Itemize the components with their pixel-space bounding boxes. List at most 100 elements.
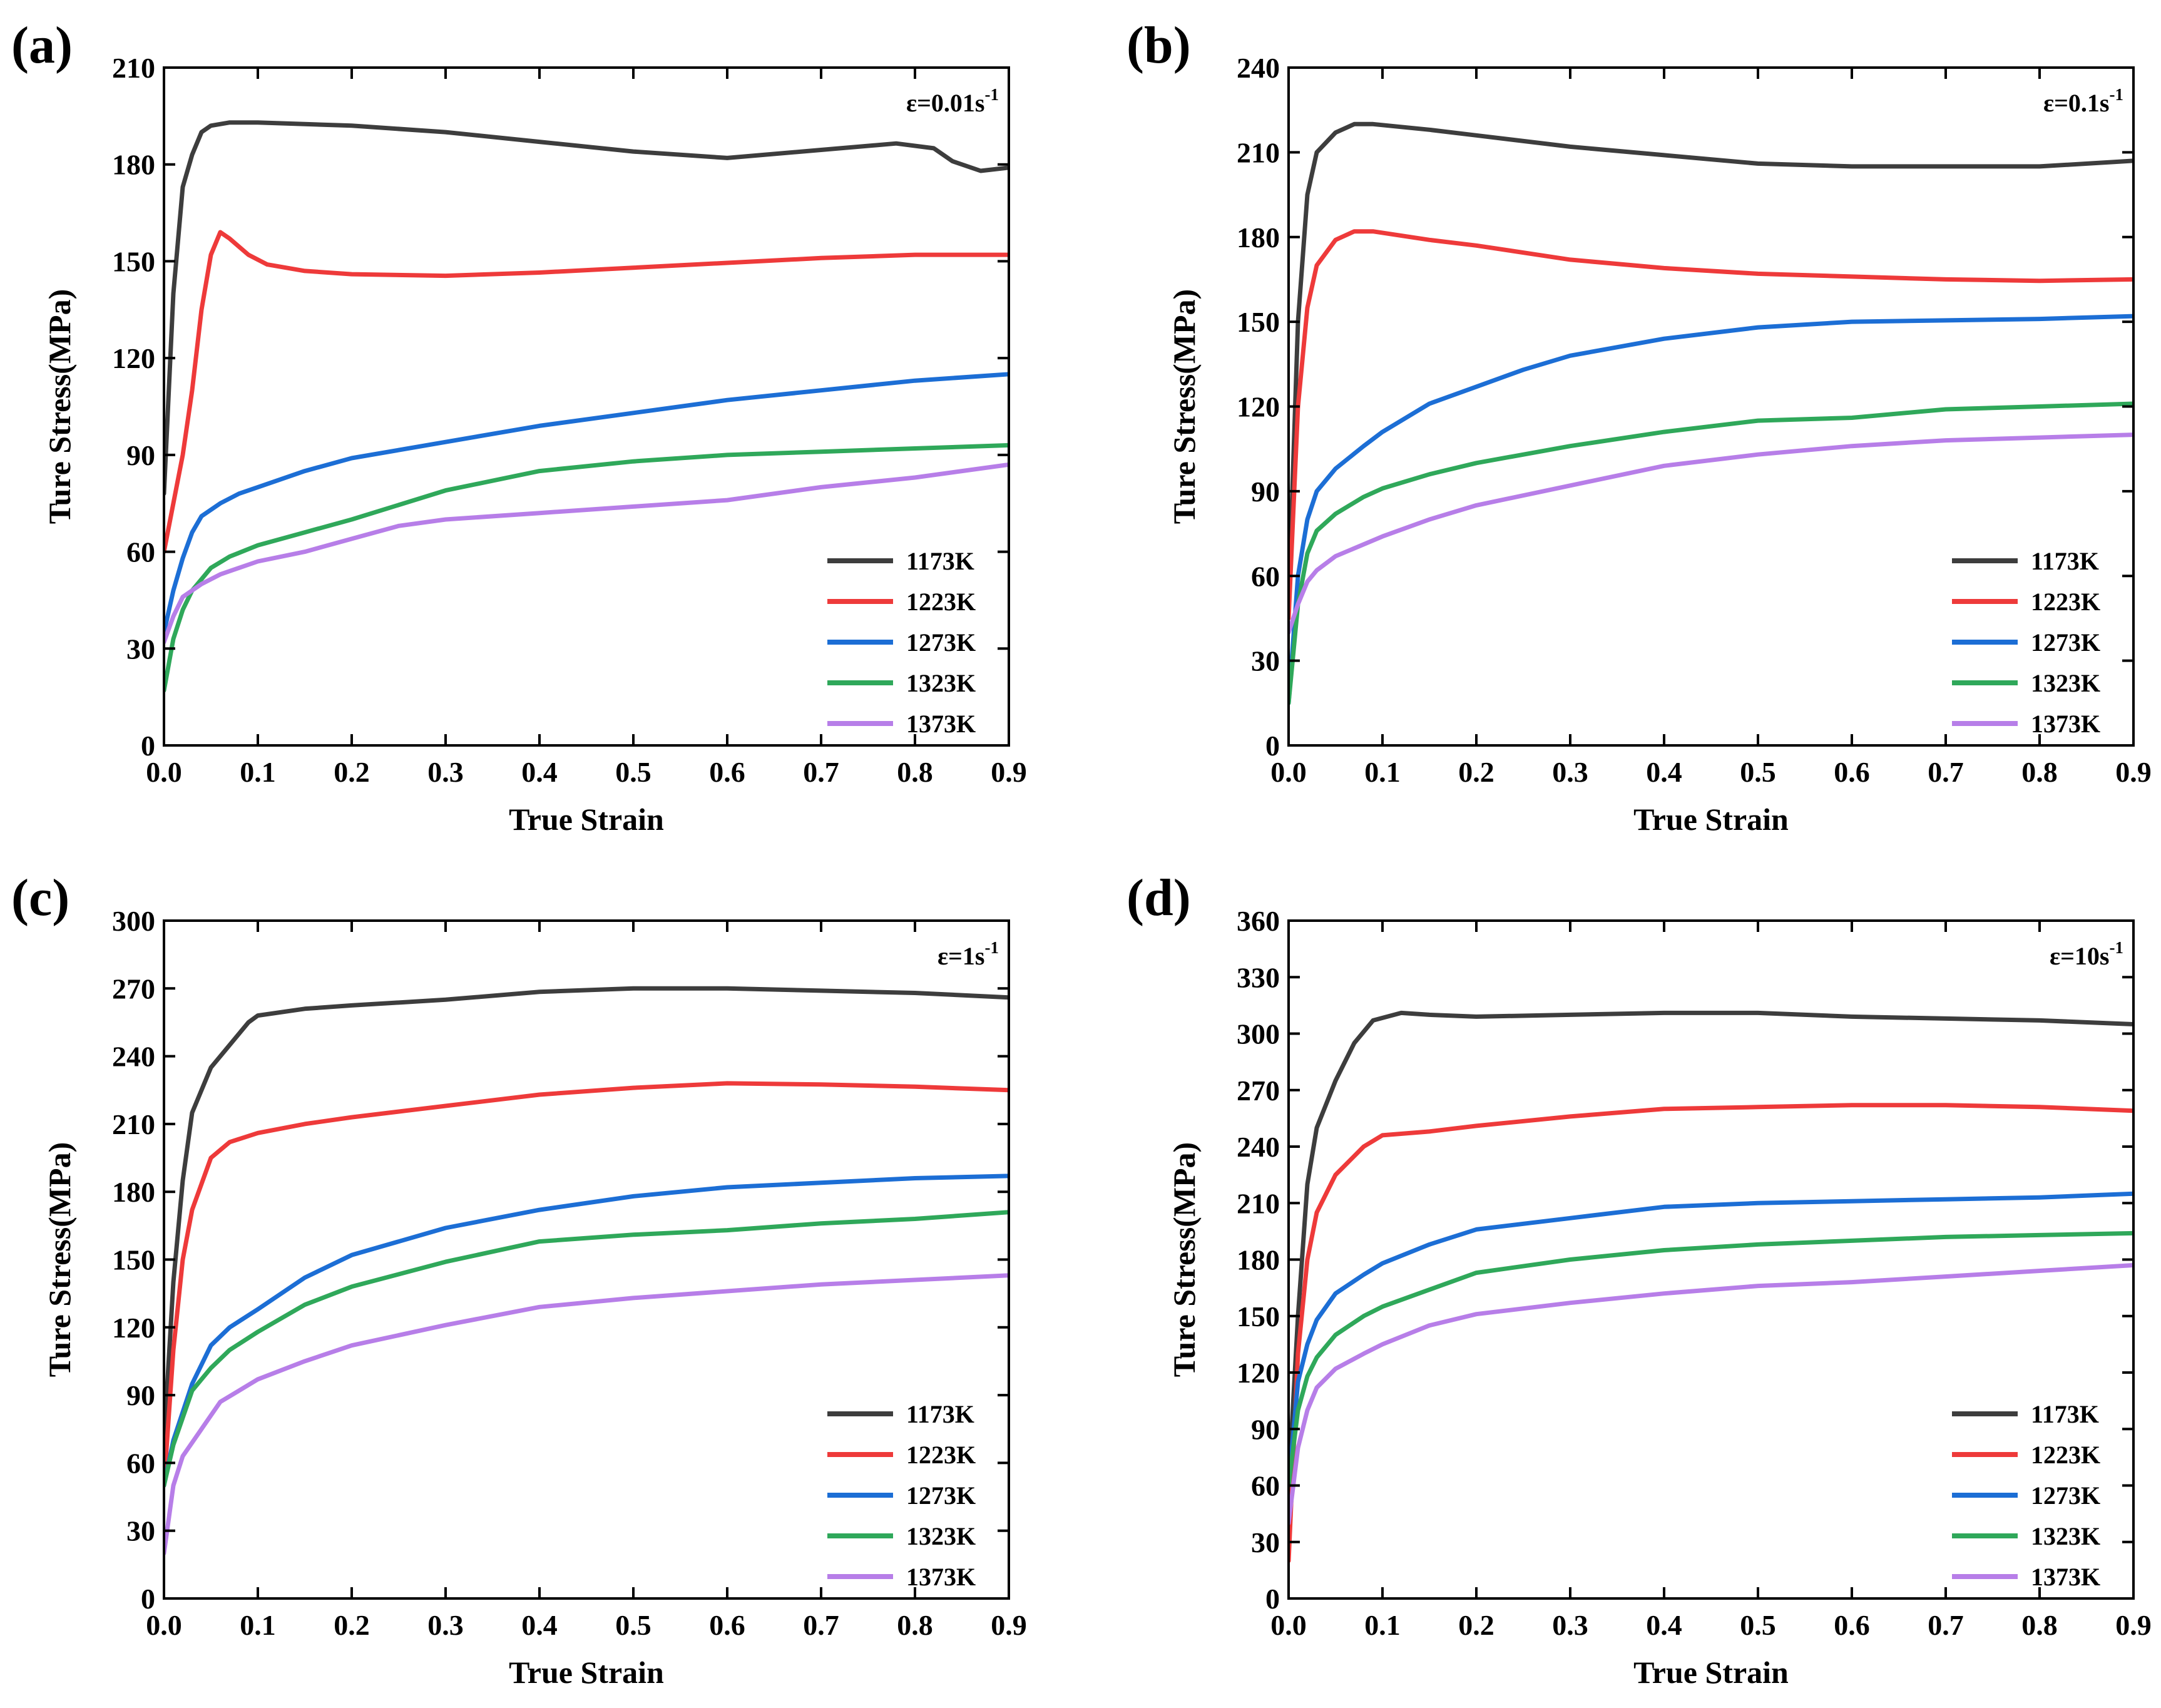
series-line-1223K [1289,1103,2133,1563]
strain-rate-label: ε=0.01s-1 [906,85,999,117]
y-tick-label: 60 [126,536,155,568]
y-tick-label: 60 [126,1447,155,1479]
x-tick-label: 0.8 [2021,756,2058,788]
x-tick-label: 0.1 [240,756,276,788]
x-tick-label: 0.7 [1928,756,1964,788]
legend-label-1373K: 1373K [2031,1563,2100,1591]
x-tick-label: 0.3 [1552,1609,1588,1641]
series-line-1323K [1289,1230,2133,1488]
legend-label-1173K: 1173K [2031,1400,2099,1428]
y-tick-label: 180 [112,149,155,181]
x-tick-label: 0.0 [1270,1609,1307,1641]
x-tick-label: 0.1 [240,1609,276,1641]
strain-rate-text: ε=1s [937,942,984,970]
x-tick-label: 0.2 [334,1609,370,1641]
strain-rate-label: ε=0.1s-1 [2043,85,2123,117]
panel-label: (b) [1126,16,1191,74]
series-line-1223K [164,1081,1009,1488]
y-tick-label: 90 [1251,476,1280,508]
x-axis-title: True Strain [1633,802,1789,837]
series-lines [1289,1010,2133,1563]
y-axis-title: Ture Stress(MPa) [42,289,77,524]
x-tick-label: 0.0 [146,1609,182,1641]
y-tick-label: 210 [1237,136,1280,168]
strain-rate-exponent: -1 [985,938,999,957]
x-tick-label: 0.5 [615,1609,651,1641]
strain-rate-exponent: -1 [2110,85,2124,104]
x-tick-label: 0.2 [1458,1609,1494,1641]
legend-label-1323K: 1323K [2031,669,2100,697]
legend-label-1323K: 1323K [2031,1522,2100,1550]
y-tick-label: 30 [126,1515,155,1547]
y-tick-label: 30 [126,633,155,665]
strain-rate-text: ε=0.01s [906,89,984,117]
chart-panel-3: (c) 0.0 0.1 0.2 0.3 0.4 0.5 0.6 0.7 0.8 0.9 0 30 60 90… [11,869,1027,1690]
series-line-1273K [1289,1191,2133,1488]
x-tick-label: 0.4 [1646,1609,1682,1641]
panel-label: (d) [1126,869,1191,927]
y-axis-title: Ture Stress(MPa) [42,1142,77,1377]
series-line-1223K [164,230,1009,555]
y-tick-label: 240 [112,1041,155,1073]
y-tick-label: 150 [112,245,155,277]
y-tick-label: 150 [1237,1301,1280,1332]
strain-rate-exponent: -1 [985,85,999,104]
x-tick-label: 0.4 [521,756,558,788]
y-axis-title: Ture Stress(MPa) [1167,289,1202,524]
y-tick-label: 210 [1237,1187,1280,1219]
strain-rate-label: ε=10s-1 [2050,938,2123,970]
series-line-1373K [164,462,1009,645]
legend-label-1273K: 1273K [2031,1481,2100,1510]
series-line-1323K [164,1210,1009,1488]
strain-rate-label: ε=1s-1 [937,938,999,970]
x-tick-label: 0.2 [1458,756,1494,788]
panel-label: (c) [11,869,69,927]
legend-label-1323K: 1323K [906,669,976,697]
legend-label-1373K: 1373K [2031,710,2100,738]
strain-rate-text: ε=10s [2050,942,2109,970]
legend-label-1273K: 1273K [906,1481,976,1510]
y-tick-label: 90 [126,439,155,471]
y-tick-label: 0 [141,1583,155,1615]
strain-rate-text: ε=0.1s [2043,89,2109,117]
x-tick-label: 0.5 [615,756,651,788]
x-tick-label: 0.8 [897,1609,933,1641]
legend-label-1373K: 1373K [906,710,976,738]
legend-label-1223K: 1223K [906,1441,976,1469]
y-tick-label: 60 [1251,1470,1280,1502]
y-tick-label: 90 [1251,1413,1280,1445]
y-tick-label: 180 [112,1176,155,1208]
x-tick-label: 0.9 [2115,1609,2152,1641]
x-tick-label: 0.8 [2021,1609,2058,1641]
y-tick-label: 60 [1251,560,1280,592]
y-tick-label: 120 [1237,391,1280,423]
x-tick-label: 0.5 [1740,756,1776,788]
y-tick-label: 120 [112,1312,155,1344]
y-tick-label: 240 [1237,52,1280,84]
y-tick-label: 150 [112,1244,155,1276]
series-line-1173K [1289,121,2133,606]
y-tick-label: 180 [1237,1244,1280,1276]
series-line-1273K [1289,314,2133,705]
y-tick-label: 210 [112,1108,155,1140]
x-tick-label: 0.9 [991,756,1027,788]
x-tick-label: 0.1 [1364,1609,1401,1641]
legend-label-1173K: 1173K [2031,547,2099,575]
series-lines [164,986,1009,1556]
y-tick-label: 90 [126,1379,155,1411]
series-line-1323K [164,442,1009,693]
y-tick-label: 360 [1237,905,1280,937]
x-tick-label: 0.3 [427,756,464,788]
series-line-1323K [1289,401,2133,705]
x-tick-label: 0.9 [2115,756,2152,788]
plot-frame [163,66,1010,747]
series-lines [1289,121,2133,705]
x-tick-label: 0.3 [1552,756,1588,788]
legend-label-1273K: 1273K [2031,628,2100,657]
x-tick-label: 0.5 [1740,1609,1776,1641]
y-tick-label: 270 [1237,1075,1280,1107]
series-line-1373K [164,1273,1009,1556]
x-axis-title: True Strain [509,1655,664,1690]
x-tick-label: 0.6 [1834,756,1870,788]
